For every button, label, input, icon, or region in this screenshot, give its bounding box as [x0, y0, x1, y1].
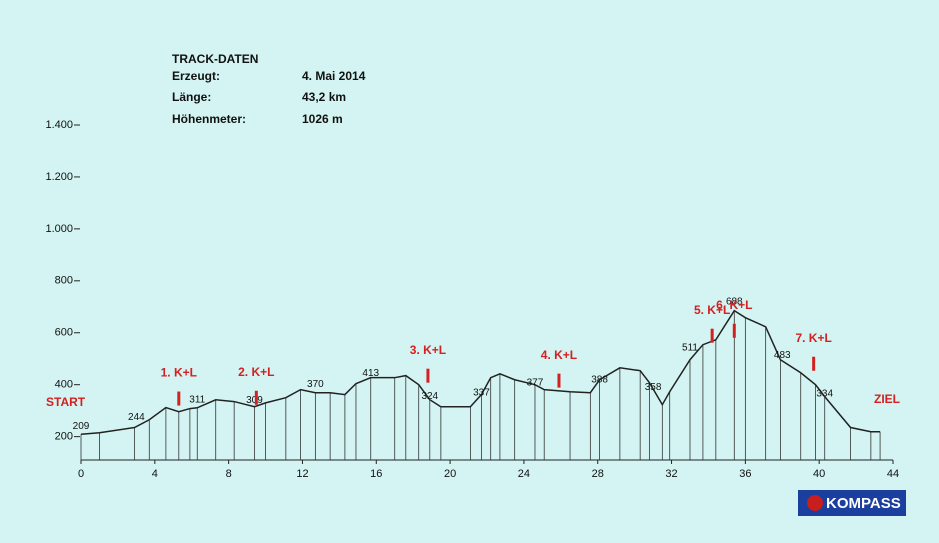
x-tick-label: 4 [152, 468, 158, 480]
spot-height: 370 [307, 379, 324, 390]
x-tick-label: 44 [887, 468, 899, 480]
info-value: 1026 m [302, 112, 343, 126]
spot-height: 688 [726, 297, 743, 308]
y-tick-label: 1.200 [45, 171, 73, 183]
spot-height: 324 [421, 391, 438, 402]
spot-height: 388 [591, 374, 608, 385]
y-tick-label: 1.400 [45, 119, 73, 131]
spot-height: 334 [816, 388, 833, 399]
info-title: TRACK-DATEN [172, 52, 258, 66]
station-label: 5. K+L [694, 303, 730, 317]
x-tick-label: 8 [226, 468, 232, 480]
spot-height: 244 [128, 412, 145, 423]
station-label: 4. K+L [541, 348, 577, 362]
y-tick-label: 600 [55, 327, 73, 339]
start-label: START [46, 395, 86, 409]
x-tick-label: 12 [296, 468, 308, 480]
y-tick-label: 1.000 [45, 223, 73, 235]
y-tick-label: 400 [55, 379, 73, 391]
x-tick-label: 32 [665, 468, 677, 480]
spot-height: 483 [774, 350, 791, 361]
logo: KOMPASS [798, 490, 906, 516]
x-tick-label: 20 [444, 468, 456, 480]
logo-icon [807, 495, 823, 511]
info-value: 4. Mai 2014 [302, 69, 366, 83]
spot-height: 337 [473, 388, 490, 399]
spot-height: 413 [362, 368, 379, 379]
spot-height: 209 [73, 421, 90, 432]
station-label: 2. K+L [238, 365, 274, 379]
finish-label: ZIEL [874, 392, 900, 406]
station-label: 6. K+L [716, 298, 752, 312]
x-tick-label: 0 [78, 468, 84, 480]
spot-height: 511 [682, 343, 698, 354]
info-key: Länge: [172, 90, 211, 104]
x-tick-label: 40 [813, 468, 825, 480]
spot-height: 358 [645, 382, 662, 393]
profile-line [80, 309, 881, 436]
station-label: 1. K+L [161, 366, 197, 380]
spot-height: 309 [246, 395, 263, 406]
x-tick-label: 16 [370, 468, 382, 480]
info-key: Erzeugt: [172, 69, 220, 83]
station-label: 7. K+L [795, 331, 831, 345]
logo-text: KOMPASS [826, 495, 901, 512]
x-tick-label: 24 [518, 468, 530, 480]
x-tick-label: 28 [592, 468, 604, 480]
spot-height: 377 [527, 377, 544, 388]
x-tick-label: 36 [739, 468, 751, 480]
spot-height: 311 [189, 394, 205, 405]
station-label: 3. K+L [410, 343, 446, 357]
info-key: Höhenmeter: [172, 112, 246, 126]
info-value: 43,2 km [302, 90, 346, 104]
y-tick-label: 200 [55, 431, 73, 443]
y-tick-label: 800 [55, 275, 73, 287]
